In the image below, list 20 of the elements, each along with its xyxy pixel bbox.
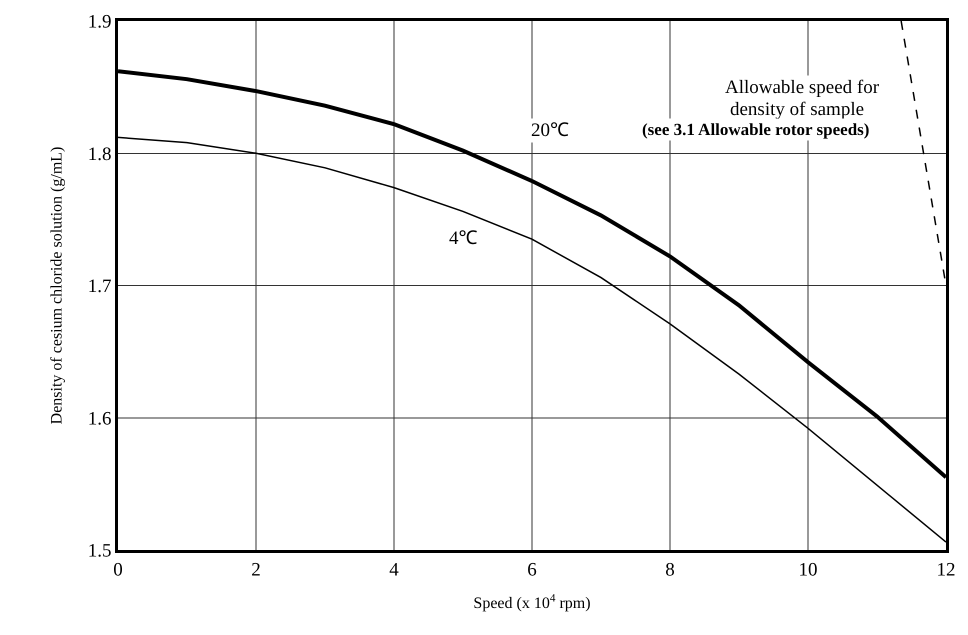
series-label: 4℃ bbox=[449, 228, 478, 249]
y-tick-label: 1.8 bbox=[88, 144, 112, 165]
x-axis-title: Speed (x 10$^{4}$ rpm) bbox=[473, 592, 591, 612]
x-tick-label: 0 bbox=[113, 560, 123, 581]
x-tick-label: 2 bbox=[251, 560, 261, 581]
series-label: 20℃ bbox=[531, 120, 569, 141]
x-tick-label: 12 bbox=[936, 560, 956, 581]
y-tick-label: 1.7 bbox=[88, 276, 112, 298]
y-tick-label: 1.6 bbox=[88, 408, 112, 430]
y-axis-title: Density of cesium chloride solution (g/mL) bbox=[48, 146, 66, 424]
x-tick-label: 10 bbox=[798, 560, 818, 581]
annotation: Allowable speed for bbox=[725, 77, 880, 98]
x-tick-label: 4 bbox=[389, 560, 400, 581]
annotation: (see 3.1 Allowable rotor speeds) bbox=[642, 120, 870, 139]
line-series bbox=[118, 69, 946, 480]
y-tick-label: 1.9 bbox=[88, 12, 112, 33]
x-tick-label: 6 bbox=[527, 560, 537, 581]
annotation: density of sample bbox=[730, 99, 864, 120]
x-tick-label: 8 bbox=[665, 560, 675, 581]
y-tick-label: 1.5 bbox=[88, 540, 112, 562]
